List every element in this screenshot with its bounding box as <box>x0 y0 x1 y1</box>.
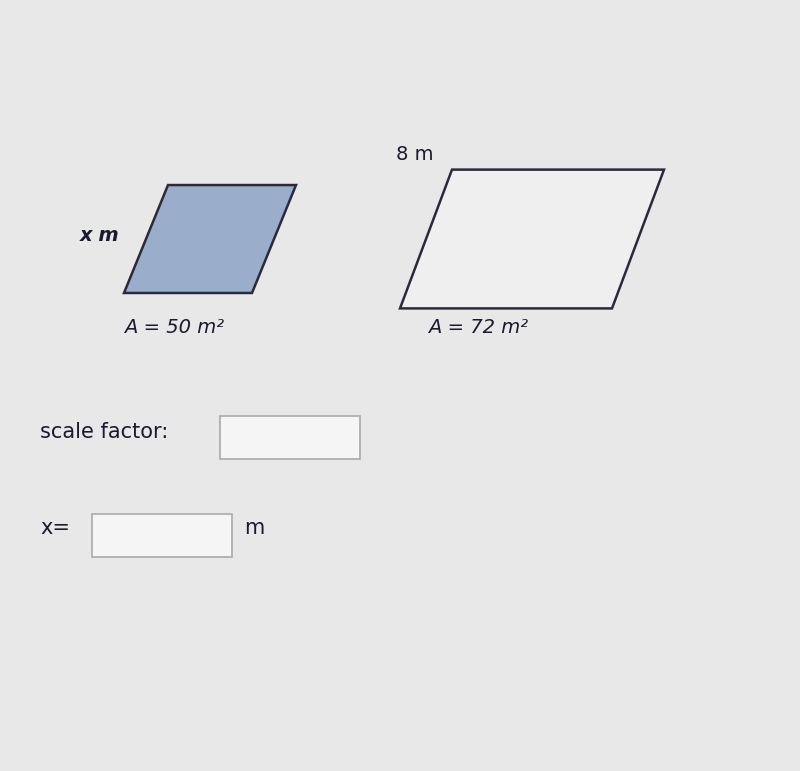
FancyBboxPatch shape <box>220 416 360 459</box>
FancyBboxPatch shape <box>92 514 232 557</box>
Text: x m: x m <box>80 226 120 244</box>
Polygon shape <box>124 185 296 293</box>
Text: 8 m: 8 m <box>396 145 434 163</box>
Polygon shape <box>400 170 664 308</box>
Text: m: m <box>244 518 264 538</box>
Text: x=: x= <box>40 518 70 538</box>
Text: A = 72 m²: A = 72 m² <box>428 318 528 337</box>
Text: scale factor:: scale factor: <box>40 422 168 442</box>
Text: A = 50 m²: A = 50 m² <box>124 318 224 337</box>
